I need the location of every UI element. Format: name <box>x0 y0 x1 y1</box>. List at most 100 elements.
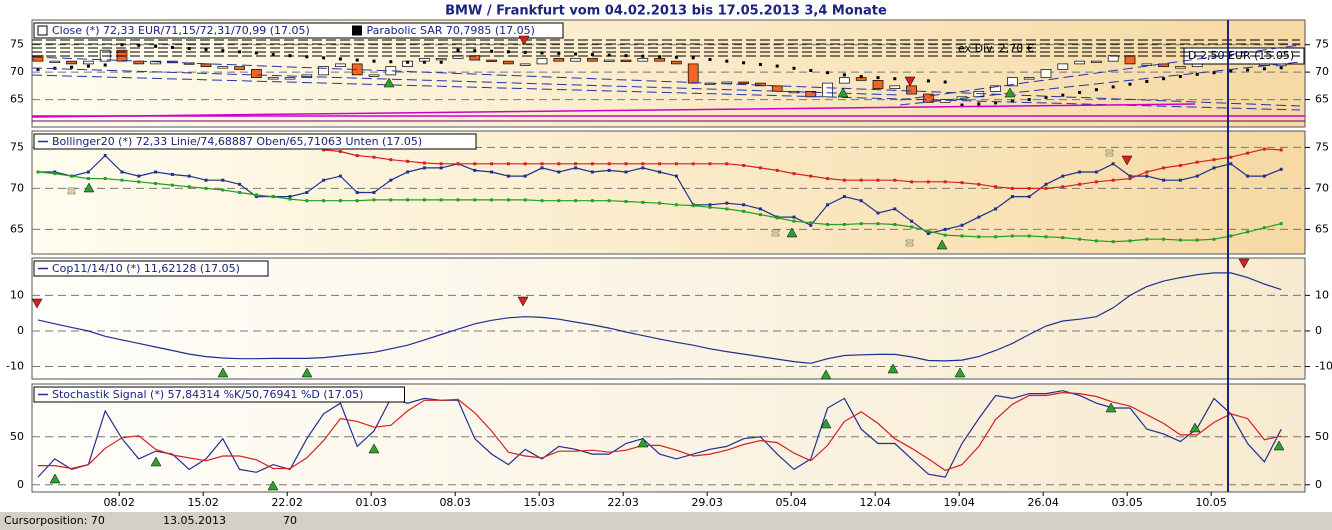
point <box>1212 237 1216 241</box>
y-tick-label: 65 <box>10 222 24 235</box>
point <box>506 174 510 178</box>
point <box>1195 238 1199 242</box>
legend-label: Cop11/14/10 (*) 11,62128 (17.05) <box>52 262 240 275</box>
point <box>910 219 914 223</box>
point <box>1078 182 1082 186</box>
point <box>439 198 443 202</box>
sar-dot <box>1162 77 1166 81</box>
sar-dot <box>36 67 40 71</box>
point <box>1279 148 1283 152</box>
candle <box>368 74 380 77</box>
point <box>187 174 191 178</box>
sar-dot <box>1027 98 1031 102</box>
point <box>1178 178 1182 182</box>
point <box>641 162 645 166</box>
point <box>1178 238 1182 242</box>
point <box>1162 178 1166 182</box>
status-bar <box>0 512 1332 530</box>
point <box>960 234 964 238</box>
point <box>456 162 460 166</box>
sar-dot <box>389 60 393 64</box>
point <box>691 204 695 208</box>
sar-dot <box>926 79 930 83</box>
point <box>557 162 561 166</box>
status-date: 13.05.2013 <box>163 514 226 527</box>
sar-dot <box>221 49 225 53</box>
point <box>1094 170 1098 174</box>
candle <box>519 63 531 66</box>
point <box>490 162 494 166</box>
candle <box>671 60 682 65</box>
candle <box>1175 66 1186 69</box>
x-tick-label: 19.04 <box>943 496 975 509</box>
point <box>372 155 376 159</box>
point <box>691 162 695 166</box>
sar-dot <box>1010 99 1014 103</box>
x-tick-label: 05.04 <box>775 496 807 509</box>
point <box>288 195 292 199</box>
sar-dot <box>1195 72 1199 76</box>
x-tick-label: 15.03 <box>523 496 555 509</box>
point <box>406 198 410 202</box>
point <box>187 185 191 189</box>
point <box>943 180 947 184</box>
point <box>1178 163 1182 167</box>
sar-dot <box>842 73 846 77</box>
candle <box>822 82 833 98</box>
point <box>826 177 830 181</box>
candle <box>251 69 262 78</box>
series-line <box>37 390 1282 478</box>
x-tick-label: 08.02 <box>103 496 135 509</box>
point <box>120 170 124 174</box>
point <box>641 166 645 170</box>
point <box>506 198 510 202</box>
sar-dot <box>103 63 107 67</box>
legend-box <box>33 133 477 150</box>
candle <box>738 81 749 84</box>
point <box>1229 162 1233 166</box>
point <box>490 170 494 174</box>
point <box>1078 237 1082 241</box>
point <box>221 178 225 182</box>
point <box>422 198 426 202</box>
sar-dot <box>271 53 275 57</box>
point <box>53 170 57 174</box>
x-tick-label: 10.05 <box>1195 496 1227 509</box>
candle <box>1158 63 1169 67</box>
sar-dot <box>70 65 74 69</box>
legend-label: Parabolic SAR 70,7985 (17.05) <box>367 24 535 37</box>
point <box>624 200 628 204</box>
point <box>86 170 90 174</box>
sar-dot <box>254 51 258 55</box>
point <box>708 205 712 209</box>
sar-dot <box>775 64 779 68</box>
point <box>1027 186 1031 190</box>
candle <box>486 59 497 62</box>
candle <box>939 99 951 103</box>
point <box>103 154 107 158</box>
point <box>842 178 846 182</box>
point <box>641 200 645 204</box>
sar-dot <box>725 59 729 63</box>
point <box>994 235 998 239</box>
y-tick-label: 75 <box>1315 140 1329 153</box>
point <box>70 174 74 178</box>
sar-dot <box>859 75 863 79</box>
point <box>338 174 342 178</box>
point <box>523 162 527 166</box>
point <box>994 207 998 211</box>
legend-label: Stochastik Signal (*) 57,84314 %K/50,769… <box>52 388 363 401</box>
sar-dot <box>1094 88 1098 92</box>
point <box>540 166 544 170</box>
sar-dot <box>1078 90 1082 94</box>
point <box>926 232 930 235</box>
candle <box>1124 55 1136 65</box>
point <box>1212 166 1216 170</box>
sar-dot <box>658 55 662 59</box>
point <box>624 170 628 174</box>
y-tick-label: 75 <box>10 140 24 153</box>
candle <box>234 66 245 70</box>
sar-dot <box>943 80 947 84</box>
candle <box>1074 60 1085 65</box>
sar-dot <box>674 55 678 59</box>
